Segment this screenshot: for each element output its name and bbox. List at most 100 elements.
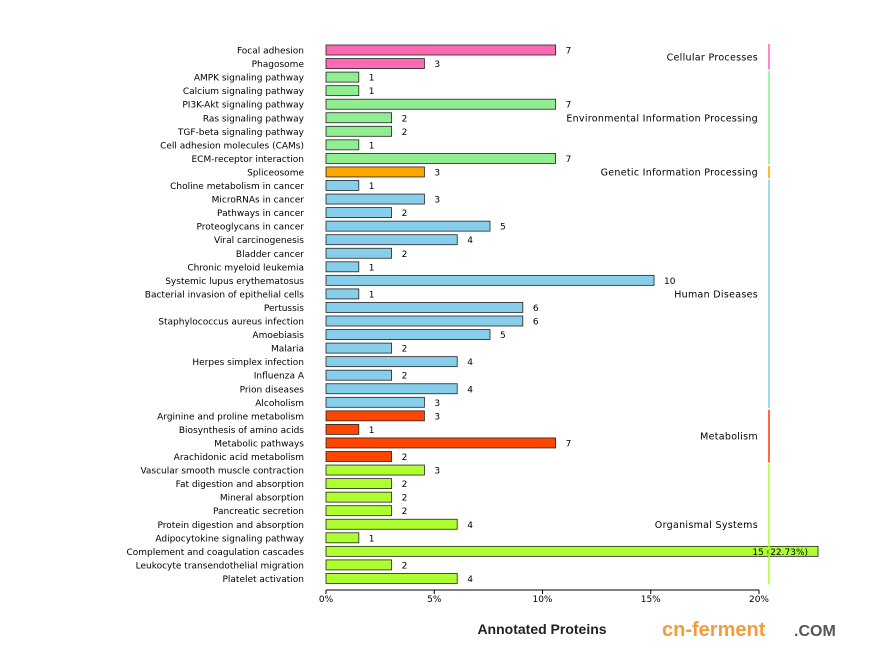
category-label: Pancreatic secretion	[213, 507, 304, 517]
group-label: Organismal Systems	[655, 520, 758, 531]
value-label: 1	[369, 534, 375, 544]
category-label: MicroRNAs in cancer	[212, 196, 305, 206]
pathway-row: Herpes simplex infection 4	[192, 356, 473, 368]
bar	[325, 573, 458, 584]
x-tick-label: 0%	[319, 595, 334, 605]
category-label: Leukocyte transendothelial migration	[136, 561, 304, 571]
pathway-row: Metabolic pathways 7	[214, 437, 572, 449]
group-label: Environmental Information Processing	[566, 113, 758, 124]
group-label: Metabolism	[700, 432, 758, 443]
category-label: Arginine and proline metabolism	[157, 412, 304, 422]
pathway-row: Choline metabolism in cancer 1	[170, 180, 375, 192]
category-label: Pathways in cancer	[217, 209, 304, 219]
pathway-row: Systemic lupus erythematosus 10	[165, 274, 676, 287]
value-label: 4	[467, 358, 473, 368]
x-tick-label: 15%	[641, 595, 661, 605]
pathway-row: Spliceosome 3	[247, 166, 440, 178]
bar	[325, 98, 557, 110]
category-label: Alcoholism	[255, 399, 304, 409]
pathway-row: Adipocytokine signaling pathway 1	[155, 532, 375, 544]
bar	[325, 71, 360, 83]
pathway-row: Influenza A 2	[254, 369, 408, 382]
category-label: Mineral absorption	[220, 494, 304, 504]
value-label: 2	[402, 114, 408, 124]
category-label: Choline metabolism in cancer	[170, 182, 304, 192]
category-label: TGF-beta signaling pathway	[177, 128, 305, 138]
bar	[325, 559, 393, 571]
bar	[325, 85, 360, 97]
value-label: 4	[467, 521, 473, 531]
pathway-row: Leukocyte transendothelial migration 2	[136, 559, 407, 571]
bar	[325, 478, 393, 490]
pathway-row: Amoebiasis 5	[252, 329, 506, 341]
bar	[325, 220, 491, 232]
pathway-row: Pathways in cancer 2	[217, 207, 408, 219]
pathway-row: Ras signaling pathway 2	[203, 112, 408, 124]
pathway-row: Bacterial invasion of epithelial cells 1	[145, 288, 375, 300]
bar	[325, 491, 393, 503]
value-label: 7	[566, 439, 572, 449]
category-label: Spliceosome	[247, 168, 304, 178]
category-label: Complement and coagulation cascades	[126, 548, 304, 558]
bar	[325, 545, 819, 557]
value-label: 3	[434, 412, 440, 422]
value-label: 3	[434, 60, 440, 70]
category-label: Ras signaling pathway	[203, 114, 305, 124]
value-label: 15 (22.73%)	[752, 548, 808, 558]
bar	[325, 152, 557, 164]
category-label: Biosynthesis of amino acids	[179, 426, 304, 436]
watermark-suffix: .COM	[794, 623, 836, 640]
bar	[325, 423, 360, 435]
value-label: 4	[467, 385, 473, 395]
bar	[325, 44, 557, 56]
category-label: Arachidonic acid metabolism	[174, 453, 304, 463]
bar	[325, 166, 425, 178]
category-label: Focal adhesion	[237, 47, 304, 57]
value-label: 6	[533, 318, 539, 328]
value-label: 7	[566, 47, 572, 57]
value-label: 7	[566, 101, 572, 111]
pathway-row: Biosynthesis of amino acids 1	[179, 423, 375, 436]
value-label: 6	[533, 304, 539, 314]
value-label: 2	[402, 453, 408, 463]
bar	[325, 274, 655, 286]
value-label: 2	[402, 372, 408, 382]
value-label: 2	[402, 209, 408, 219]
category-label: Viral carcinogenesis	[214, 236, 304, 246]
category-label: Systemic lupus erythematosus	[165, 277, 304, 287]
category-label: Bacterial invasion of epithelial cells	[145, 290, 305, 300]
bar	[325, 180, 360, 191]
pathway-row: TGF-beta signaling pathway 2	[177, 125, 407, 138]
category-label: Vascular smooth muscle contraction	[140, 467, 304, 477]
pathway-row: MicroRNAs in cancer 3	[212, 193, 440, 206]
value-label: 5	[500, 331, 506, 341]
bar	[325, 518, 458, 530]
pathway-row: Mineral absorption 2	[220, 491, 407, 504]
value-label: 2	[402, 480, 408, 490]
pathway-row: Bladder cancer 2	[236, 247, 407, 260]
pathway-row: Pertussis 6	[264, 302, 539, 314]
group-label: Genetic Information Processing	[601, 167, 758, 178]
value-label: 3	[434, 467, 440, 477]
value-label: 4	[467, 575, 473, 585]
category-label: Fat digestion and absorption	[176, 480, 304, 490]
category-label: Prion diseases	[240, 385, 305, 395]
value-label: 5	[500, 223, 506, 233]
pathway-row: Viral carcinogenesis 4	[214, 234, 473, 246]
pathway-row: Malaria 2	[271, 342, 407, 355]
value-label: 3	[434, 196, 440, 206]
value-label: 3	[434, 168, 440, 178]
category-label: Calcium signaling pathway	[183, 87, 305, 97]
pathway-row: Pancreatic secretion 2	[213, 505, 407, 517]
bar	[325, 193, 425, 205]
category-label: ECM-receptor interaction	[192, 155, 305, 165]
pathway-row: AMPK signaling pathway 1	[194, 71, 375, 84]
bars-layer: Focal adhesion 7 Phagosome 3 AMPK signaling …	[126, 44, 819, 585]
pathway-row: Cell adhesion molecules (CAMs) 1	[160, 139, 375, 151]
category-label: Adipocytokine signaling pathway	[155, 534, 304, 544]
category-groups: Cellular Processes Environmental Informat…	[566, 44, 770, 585]
value-label: 4	[467, 236, 473, 246]
value-label: 1	[369, 290, 375, 300]
bar	[325, 207, 393, 219]
